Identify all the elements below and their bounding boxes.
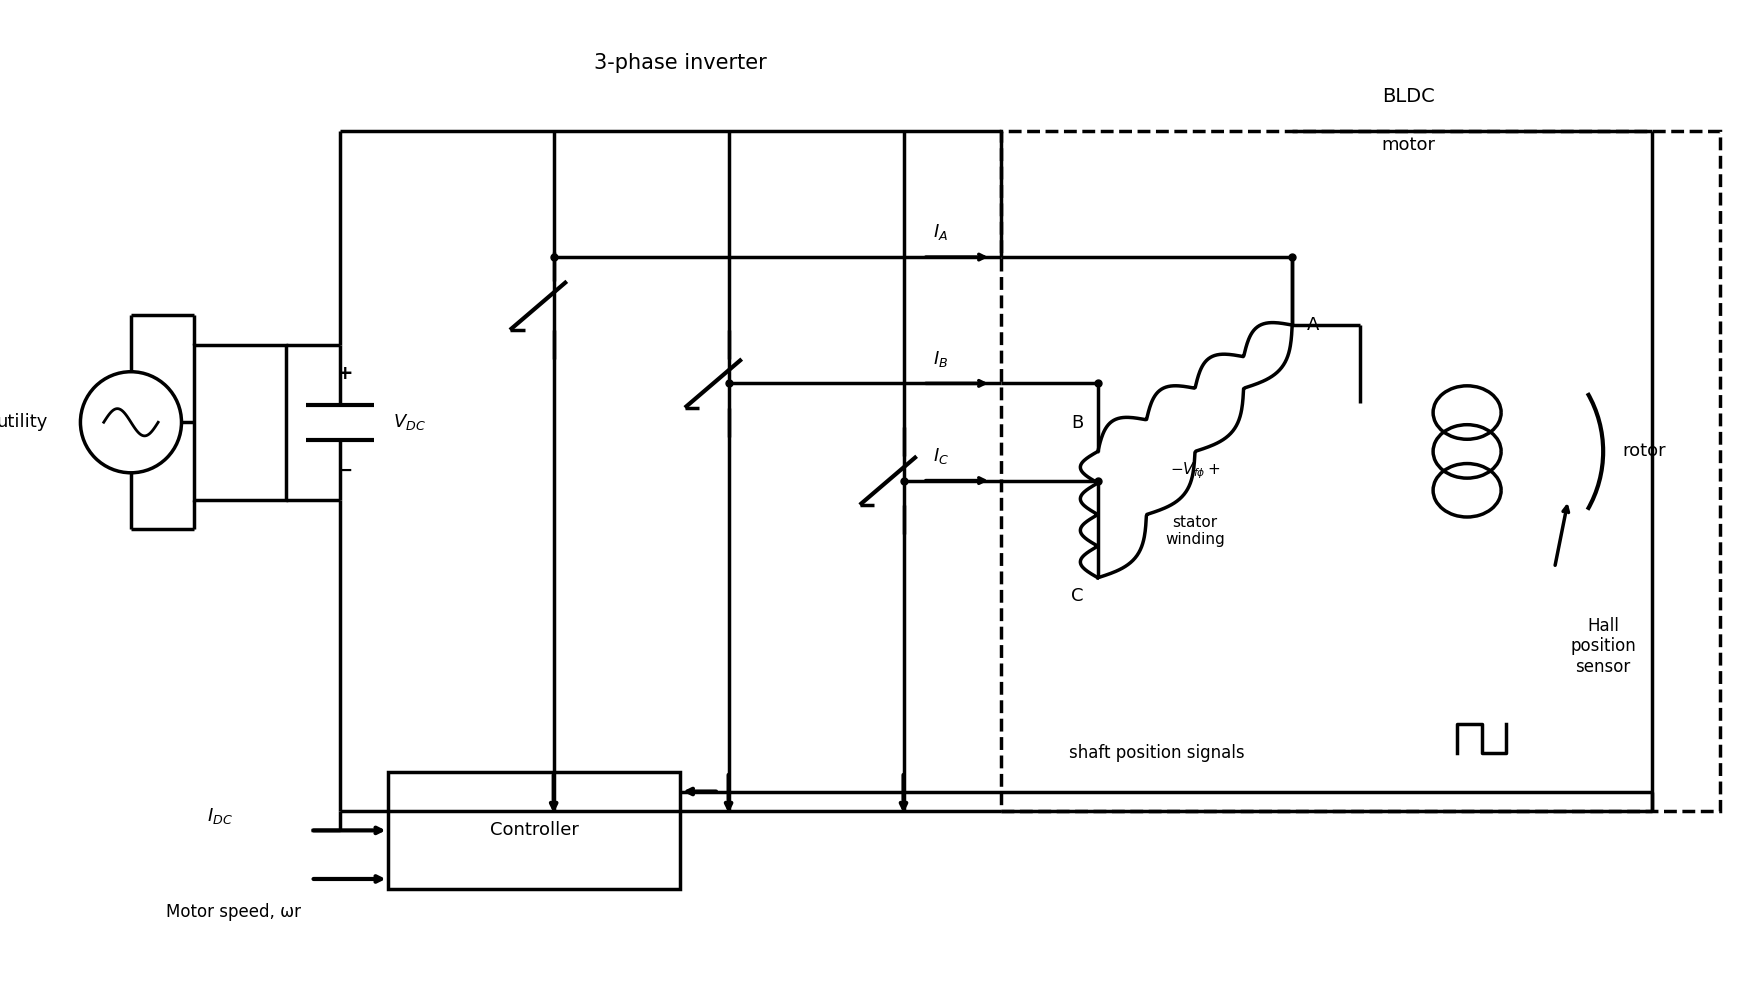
Text: $V_{DC}$: $V_{DC}$ [393, 412, 426, 432]
Text: A: A [1307, 316, 1319, 334]
Text: Hall
position
sensor: Hall position sensor [1571, 617, 1636, 676]
Text: rotor: rotor [1622, 442, 1666, 460]
Text: −: − [336, 461, 352, 480]
Text: 3-phase inverter: 3-phase inverter [593, 53, 766, 73]
Text: $I_B$: $I_B$ [933, 349, 947, 369]
Text: Motor speed, ωr: Motor speed, ωr [166, 903, 301, 921]
Text: $I_C$: $I_C$ [933, 446, 949, 466]
Text: $I_{DC}$: $I_{DC}$ [208, 806, 232, 826]
Text: stator
winding: stator winding [1166, 515, 1226, 547]
Bar [389, 772, 680, 889]
Text: BLDC: BLDC [1382, 87, 1435, 106]
Text: B: B [1071, 414, 1083, 432]
Text: Controller: Controller [490, 821, 579, 839]
Bar [1000, 131, 1720, 811]
Text: +: + [336, 364, 352, 383]
Text: $I_A$: $I_A$ [933, 222, 947, 242]
Text: C: C [1071, 587, 1083, 605]
Text: shaft position signals: shaft position signals [1069, 744, 1245, 762]
Text: motor: motor [1382, 136, 1435, 154]
Bar [194, 345, 287, 500]
Text: $-V_{f\phi}+$: $-V_{f\phi}+$ [1169, 461, 1220, 481]
Text: utility: utility [0, 413, 48, 431]
